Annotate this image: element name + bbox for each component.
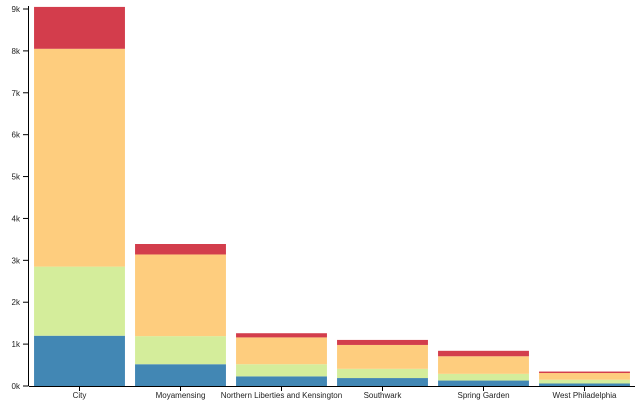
bar-segment-3-2: [337, 344, 428, 369]
bar-segment-2-3: [236, 333, 327, 338]
bar-segment-2-1: [236, 364, 327, 377]
bar-segment-4-1: [438, 373, 529, 381]
y-tick-label: 7k: [12, 89, 21, 98]
x-tick-label: City: [73, 391, 87, 400]
bar-segment-2-2: [236, 337, 327, 365]
y-tick-label: 8k: [12, 47, 21, 56]
y-tick-label: 1k: [12, 340, 21, 349]
bar-segment-0-0: [34, 335, 125, 386]
x-tick-label: Northern Liberties and Kensington: [221, 391, 342, 400]
y-tick-label: 3k: [12, 256, 21, 265]
bars-layer: [34, 6, 630, 386]
bar-segment-4-3: [438, 350, 529, 357]
y-tick-label: 4k: [12, 214, 21, 223]
x-tick-label: Moyamensing: [156, 391, 206, 400]
bar-segment-1-3: [135, 244, 226, 255]
bar-segment-0-1: [34, 266, 125, 336]
x-axis: City Moyamensing Northern Liberties and Ke…: [29, 386, 635, 400]
bar-segment-3-1: [337, 368, 428, 379]
y-tick-label: 6k: [12, 131, 21, 140]
bar-segment-5-2: [539, 373, 630, 380]
bar-segment-4-0: [438, 380, 529, 386]
bar-segment-5-3: [539, 371, 630, 374]
bar-segment-3-0: [337, 378, 428, 386]
bar-segment-5-1: [539, 379, 630, 384]
x-tick-label: Southwark: [364, 391, 403, 400]
bar-segment-5-0: [539, 383, 630, 386]
y-axis: 0k 1k 2k 3k 4k 5k 6k 7k 8k 9k: [12, 5, 29, 391]
bar-segment-2-0: [236, 376, 327, 386]
y-tick-label: 2k: [12, 298, 21, 307]
y-tick-label: 9k: [12, 5, 21, 14]
bar-segment-0-2: [34, 48, 125, 267]
bar-segment-1-1: [135, 336, 226, 365]
y-tick-label: 0k: [12, 382, 21, 391]
bar-segment-3-3: [337, 339, 428, 345]
x-tick-label: West Philadelphia: [553, 391, 617, 400]
y-tick-label: 5k: [12, 173, 21, 182]
bar-segment-1-0: [135, 364, 226, 386]
bar-segment-1-2: [135, 254, 226, 337]
bar-segment-4-2: [438, 356, 529, 374]
x-tick-label: Spring Garden: [457, 391, 509, 400]
bar-segment-0-3: [34, 6, 125, 49]
